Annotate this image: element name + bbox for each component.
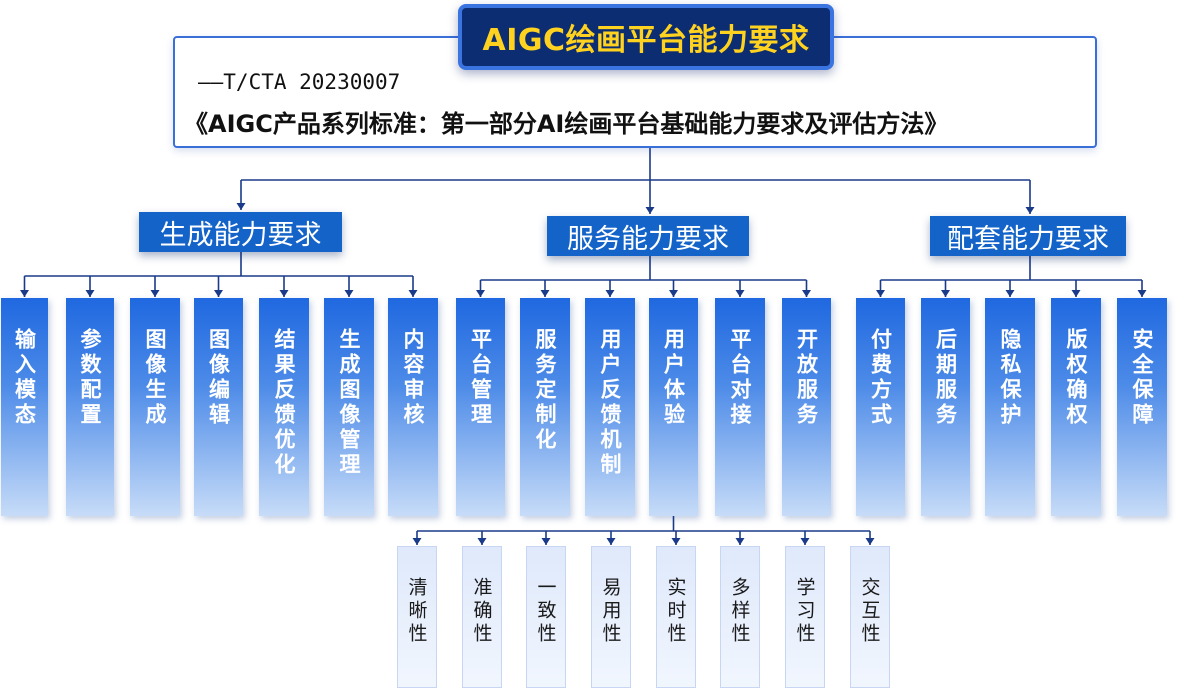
category-service: 服务能力要求 bbox=[547, 216, 749, 256]
capability-box: 参数配置 bbox=[66, 298, 114, 516]
user-experience-label: 清晰性 bbox=[405, 577, 428, 646]
capability-box: 后期服务 bbox=[921, 298, 970, 516]
capability-label: 内容审核 bbox=[401, 328, 425, 428]
capability-box: 隐私保护 bbox=[985, 298, 1035, 516]
user-experience-label: 学习性 bbox=[793, 577, 816, 646]
arrow-head bbox=[540, 290, 550, 297]
capability-label: 隐私保护 bbox=[998, 328, 1022, 428]
arrow-head bbox=[1025, 207, 1035, 214]
arrow-head bbox=[606, 538, 616, 545]
capability-box: 版权确权 bbox=[1051, 298, 1101, 516]
arrow-head bbox=[476, 290, 485, 297]
arrow-head bbox=[236, 203, 246, 210]
capability-label: 平台对接 bbox=[728, 328, 752, 428]
capability-box: 用户反馈机制 bbox=[585, 298, 635, 516]
capability-box: 生成图像管理 bbox=[324, 298, 374, 516]
capability-label: 图像生成 bbox=[143, 328, 167, 428]
arrow-head bbox=[671, 538, 681, 545]
page-title: AIGC绘画平台能力要求 bbox=[458, 4, 834, 70]
standard-id: ——T/CTA 20230007 bbox=[198, 70, 401, 94]
arrow-head bbox=[802, 290, 811, 297]
arrow-head bbox=[1137, 290, 1147, 297]
user-experience-label: 易用性 bbox=[599, 577, 622, 646]
capability-box: 图像编辑 bbox=[194, 298, 243, 516]
arrow-head bbox=[279, 290, 289, 297]
arrow-head bbox=[344, 290, 354, 297]
user-experience-item: 清晰性 bbox=[397, 546, 437, 688]
category-support: 配套能力要求 bbox=[930, 216, 1126, 256]
capability-box: 平台管理 bbox=[456, 298, 505, 516]
arrow-head bbox=[735, 538, 745, 545]
user-experience-item: 交互性 bbox=[850, 546, 890, 688]
capability-label: 版权确权 bbox=[1064, 328, 1088, 428]
user-experience-item: 易用性 bbox=[591, 546, 631, 688]
arrow-head bbox=[150, 290, 160, 297]
capability-box: 输入模态 bbox=[1, 298, 48, 516]
standard-name: 《AIGC产品系列标准：第一部分AI绘画平台基础能力要求及评估方法》 bbox=[184, 110, 949, 138]
arrow-head bbox=[541, 538, 551, 545]
capability-label: 后期服务 bbox=[933, 328, 958, 428]
arrow-head bbox=[20, 290, 29, 297]
capability-box: 结果反馈优化 bbox=[259, 298, 309, 516]
capability-label: 付费方式 bbox=[868, 328, 893, 428]
user-experience-label: 准确性 bbox=[470, 577, 493, 646]
user-experience-label: 交互性 bbox=[858, 577, 881, 646]
user-experience-label: 多样性 bbox=[728, 577, 751, 646]
capability-label: 结果反馈优化 bbox=[272, 328, 296, 478]
capability-label: 输入模态 bbox=[12, 328, 37, 428]
capability-label: 开放服务 bbox=[794, 328, 819, 428]
arrow-head bbox=[876, 290, 885, 297]
user-experience-item: 一致性 bbox=[526, 546, 566, 688]
capability-box: 平台对接 bbox=[715, 298, 765, 516]
capability-box: 服务定制化 bbox=[520, 298, 570, 516]
user-experience-label: 一致性 bbox=[534, 577, 557, 646]
arrow-head bbox=[645, 207, 655, 214]
capability-label: 参数配置 bbox=[78, 328, 102, 428]
capability-label: 生成图像管理 bbox=[337, 328, 361, 478]
arrow-head bbox=[1071, 290, 1081, 297]
arrow-head bbox=[669, 290, 678, 297]
capability-label: 安全保障 bbox=[1130, 328, 1154, 428]
capability-label: 用户反馈机制 bbox=[598, 328, 622, 478]
capability-box: 付费方式 bbox=[856, 298, 905, 516]
capability-box: 用户体验 bbox=[649, 298, 698, 516]
capability-box: 图像生成 bbox=[130, 298, 180, 516]
user-experience-item: 实时性 bbox=[656, 546, 696, 688]
capability-label: 服务定制化 bbox=[533, 328, 557, 453]
arrow-head bbox=[214, 290, 223, 297]
capability-label: 平台管理 bbox=[468, 328, 493, 428]
arrow-head bbox=[865, 538, 875, 545]
arrow-head bbox=[1005, 290, 1015, 297]
capability-box: 开放服务 bbox=[782, 298, 831, 516]
capability-label: 用户体验 bbox=[661, 328, 686, 428]
arrow-head bbox=[408, 290, 418, 297]
arrow-head bbox=[800, 538, 810, 545]
capability-box: 安全保障 bbox=[1117, 298, 1167, 516]
capability-label: 图像编辑 bbox=[206, 328, 231, 428]
user-experience-item: 准确性 bbox=[462, 546, 502, 688]
user-experience-item: 学习性 bbox=[785, 546, 825, 688]
arrow-head bbox=[85, 290, 95, 297]
capability-box: 内容审核 bbox=[388, 298, 438, 516]
arrow-head bbox=[477, 538, 487, 545]
user-experience-item: 多样性 bbox=[720, 546, 760, 688]
category-generation: 生成能力要求 bbox=[139, 212, 342, 252]
arrow-head bbox=[941, 290, 950, 297]
user-experience-label: 实时性 bbox=[664, 577, 687, 646]
arrow-head bbox=[605, 290, 615, 297]
arrow-head bbox=[412, 538, 422, 545]
arrow-head bbox=[735, 290, 745, 297]
